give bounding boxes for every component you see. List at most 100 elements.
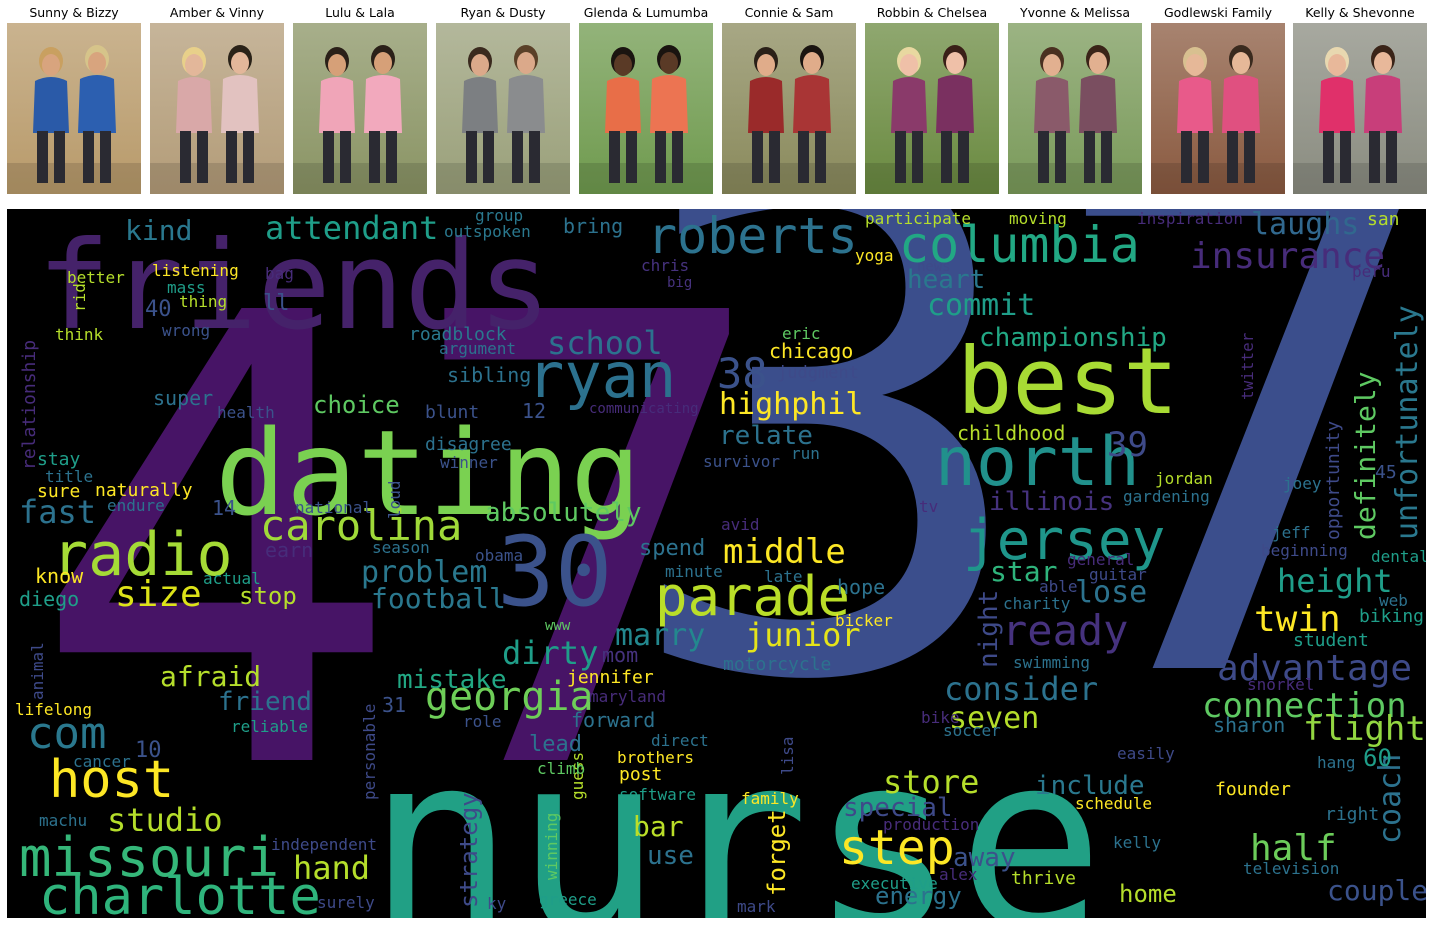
cloud-word: lose: [1075, 575, 1147, 610]
cloud-word: bring: [563, 214, 623, 238]
cloud-word: bike: [921, 708, 960, 727]
cloud-word: bag: [265, 264, 294, 283]
cloud-word: strategy: [455, 792, 483, 908]
cloud-word: winner: [440, 453, 498, 472]
team-card: Glenda & Lumumba: [579, 0, 713, 195]
cloud-word: attendant: [265, 209, 438, 247]
cloud-word: nurse: [367, 701, 1105, 918]
cloud-word: disagree: [425, 434, 512, 455]
cloud-word: super: [153, 386, 213, 410]
cloud-word: direct: [651, 731, 709, 750]
team-photo: [436, 23, 570, 194]
team-photo-image: [436, 23, 570, 194]
cloud-word: mom: [602, 643, 638, 667]
team-card: Amber & Vinny: [150, 0, 284, 195]
cloud-word: late: [764, 567, 803, 586]
cloud-word: missouri: [19, 826, 279, 889]
cloud-word: 47: [29, 209, 776, 907]
cloud-word: kind: [125, 214, 192, 247]
cloud-word: 14: [212, 496, 236, 520]
cloud-word: choice: [313, 391, 400, 419]
cloud-word: survivor: [703, 452, 780, 471]
cloud-word: maryland: [589, 687, 666, 706]
cloud-word: rid: [70, 283, 89, 312]
cloud-word: lisa: [778, 736, 797, 775]
cloud-word: swimming: [1013, 653, 1090, 672]
cloud-word: role: [463, 712, 502, 731]
team-photo: [293, 23, 427, 194]
cloud-word: friend: [218, 687, 312, 717]
cloud-word: mistake: [397, 665, 507, 695]
cloud-word: naturally: [95, 480, 193, 501]
team-photo-image: [1151, 23, 1285, 194]
cloud-word: run: [791, 444, 820, 463]
cloud-word: joey: [1283, 474, 1322, 493]
cloud-word: yoga: [855, 246, 894, 265]
cloud-word: com: [27, 708, 106, 759]
cloud-word: commit: [927, 288, 1035, 323]
cloud-word: inspiration: [1137, 209, 1243, 228]
cloud-word: loud: [385, 480, 404, 519]
cloud-word: stay: [37, 449, 81, 470]
cloud-word: unfortunately: [1390, 305, 1425, 540]
cloud-word: gardening: [1123, 487, 1210, 506]
cloud-word: ll: [263, 291, 290, 316]
cloud-word: thing: [179, 292, 227, 311]
cloud-word: junior: [745, 616, 861, 654]
cloud-word: jeff: [1272, 523, 1311, 542]
cloud-word: absolutely: [485, 498, 642, 528]
cloud-word: night: [974, 590, 1004, 668]
cloud-word: personable: [360, 704, 379, 800]
cloud-word: independent: [271, 835, 377, 854]
team-name: Kelly & Shevonne: [1305, 5, 1415, 20]
cloud-word: greece: [539, 890, 597, 909]
cloud-word: better: [67, 268, 125, 287]
cloud-word: biking: [1359, 606, 1424, 627]
team-photo: [1151, 23, 1285, 194]
team-photo-image: [293, 23, 427, 194]
cloud-word: right: [1325, 804, 1379, 825]
cloud-word: relationship: [19, 340, 40, 470]
cloud-word: definitely: [1349, 371, 1382, 540]
cloud-word: san: [1367, 209, 1400, 230]
cloud-word: home: [1119, 880, 1177, 908]
cloud-word: animal: [28, 642, 47, 700]
cloud-word: forward: [571, 708, 655, 732]
cloud-word: endure: [107, 496, 165, 515]
cloud-word: ready: [1002, 606, 1128, 655]
cloud-word: health: [217, 403, 275, 422]
cloud-word: cancer: [73, 752, 131, 771]
cloud-word: fast: [19, 493, 96, 531]
team-photo-image: [7, 23, 141, 194]
cloud-word: seven: [949, 701, 1039, 736]
cloud-word: studio: [107, 801, 223, 839]
cloud-word: surely: [317, 893, 375, 912]
cloud-word: chicago: [769, 339, 853, 363]
team-photo: [150, 23, 284, 194]
cloud-word: friends: [37, 215, 551, 357]
cloud-word: ky: [487, 894, 507, 913]
cloud-word: guess: [568, 752, 587, 800]
cloud-word: 60: [1363, 744, 1392, 772]
cloud-word: sharon: [1213, 713, 1285, 737]
team-photo-image: [150, 23, 284, 194]
cloud-word: sibling: [447, 363, 531, 387]
cloud-word: parade: [655, 565, 850, 628]
team-photo-image: [722, 23, 856, 194]
cloud-word: marry: [615, 618, 705, 653]
cloud-word: size: [115, 574, 202, 615]
cloud-word: spend: [639, 536, 705, 561]
cloud-word: highphil: [719, 387, 864, 422]
cloud-word: chris: [641, 256, 689, 275]
cloud-word: bicker: [835, 611, 893, 630]
cloud-word: tv: [919, 497, 938, 516]
team-name: Yvonne & Melissa: [1019, 5, 1131, 20]
cloud-word: problem: [361, 555, 487, 590]
cloud-word: charlotte: [39, 867, 321, 918]
cloud-word: argument: [439, 339, 516, 358]
cloud-word: radio: [52, 520, 233, 590]
cloud-word: roberts: [647, 209, 858, 265]
cloud-word: title: [45, 467, 93, 486]
cloud-word: able: [1039, 577, 1078, 596]
cloud-word: thrive: [1011, 868, 1076, 889]
